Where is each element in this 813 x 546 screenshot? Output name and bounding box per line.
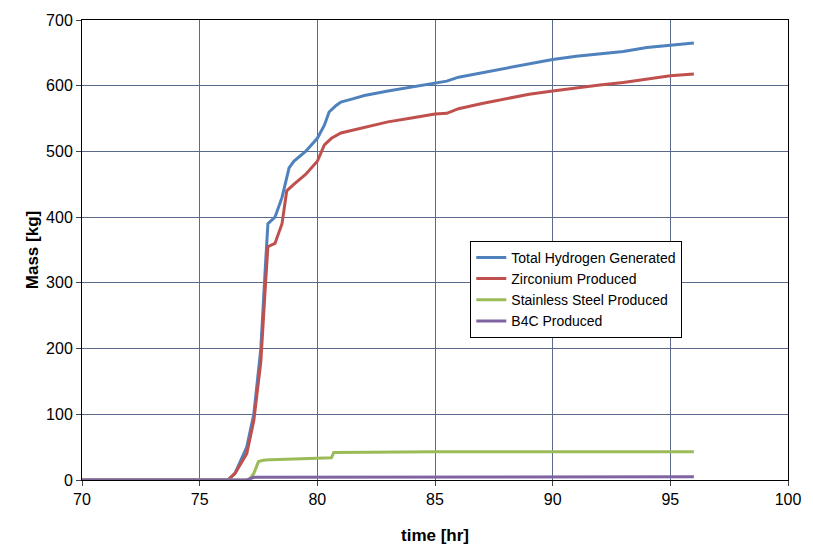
svg-text:75: 75 xyxy=(191,491,209,508)
svg-text:Zirconium Produced: Zirconium Produced xyxy=(511,271,636,287)
svg-text:95: 95 xyxy=(661,491,679,508)
svg-text:Mass [kg]: Mass [kg] xyxy=(23,211,42,289)
svg-text:85: 85 xyxy=(426,491,444,508)
svg-text:80: 80 xyxy=(308,491,326,508)
svg-text:time [hr]: time [hr] xyxy=(401,526,469,545)
svg-text:70: 70 xyxy=(73,491,91,508)
svg-text:600: 600 xyxy=(46,77,73,94)
svg-text:700: 700 xyxy=(46,12,73,29)
svg-text:Total Hydrogen Generated: Total Hydrogen Generated xyxy=(511,250,675,266)
svg-text:Stainless Steel Produced: Stainless Steel Produced xyxy=(511,292,667,308)
svg-text:0: 0 xyxy=(64,472,73,489)
svg-text:100: 100 xyxy=(46,406,73,423)
svg-text:90: 90 xyxy=(544,491,562,508)
svg-text:200: 200 xyxy=(46,340,73,357)
svg-text:400: 400 xyxy=(46,209,73,226)
svg-text:B4C Produced: B4C Produced xyxy=(511,313,602,329)
svg-text:300: 300 xyxy=(46,274,73,291)
svg-text:100: 100 xyxy=(775,491,802,508)
svg-text:500: 500 xyxy=(46,143,73,160)
